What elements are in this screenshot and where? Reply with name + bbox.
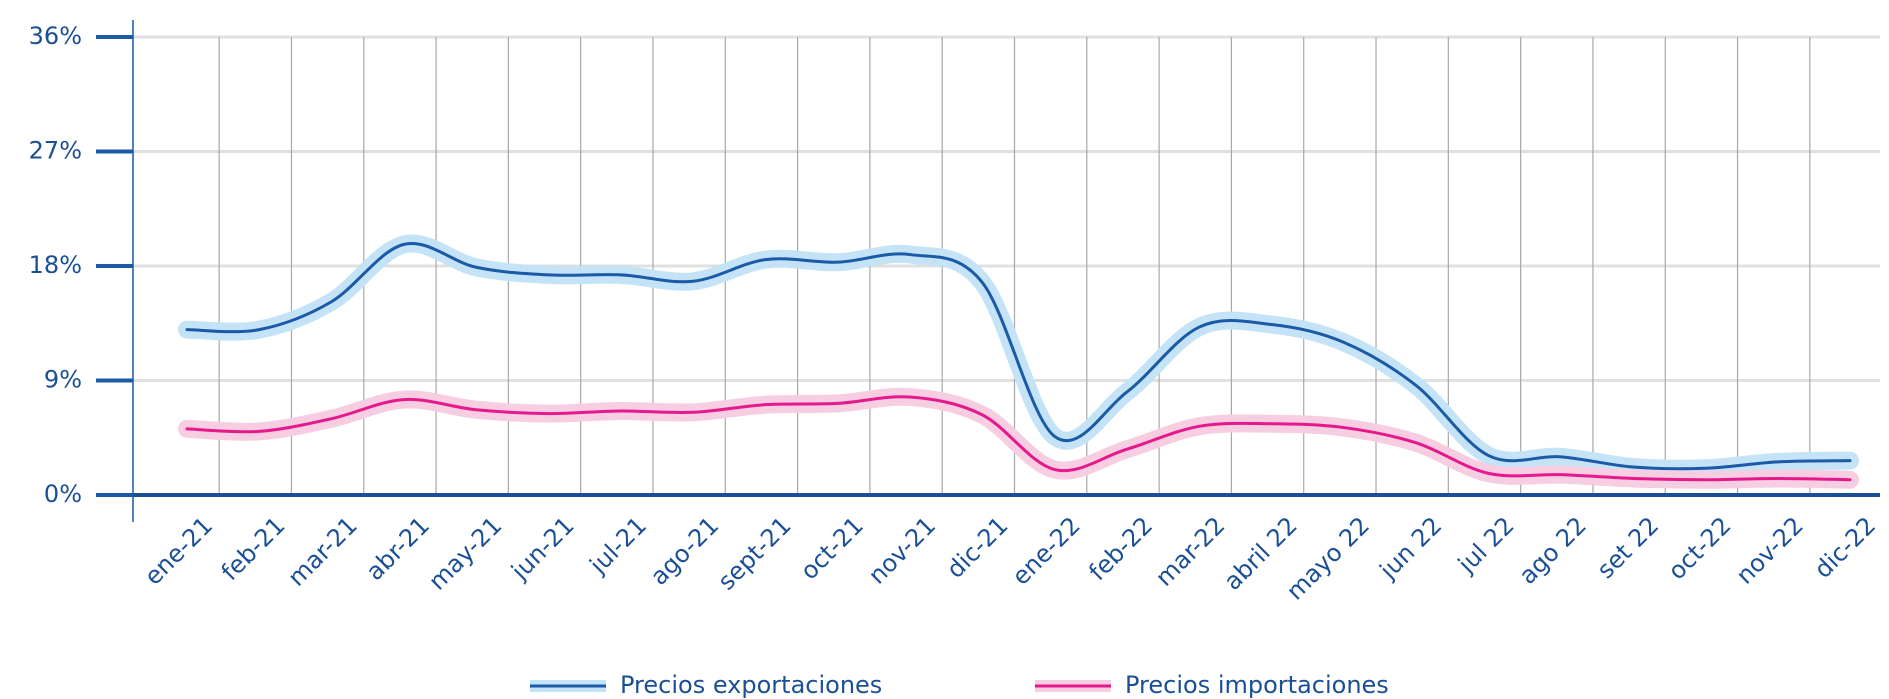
x-tick-label: dic-22 [1809,511,1881,583]
x-tick-label: may-21 [423,511,507,595]
x-tick-label: set 22 [1592,511,1665,584]
x-tick-label: ene-22 [1007,511,1086,590]
legend-label: Precios exportaciones [620,671,882,699]
x-tick-label: jun 22 [1374,511,1448,585]
x-tick-label: sept-21 [712,511,796,595]
line [185,241,1852,471]
legend-label: Precios importaciones [1125,671,1389,699]
line [185,395,1852,482]
x-tick-label: dic-21 [941,511,1013,583]
x-tick-label: jul-21 [584,511,652,579]
x-tick-label: ene-21 [139,511,218,590]
y-tick-label: 36% [29,22,82,50]
x-tick-label: ago-21 [645,511,724,590]
x-tick-label: jul 22 [1452,511,1520,579]
x-tick-label: feb-21 [216,511,291,586]
x-tick-label: nov-22 [1731,511,1809,589]
x-tick-label: nov-21 [863,511,941,589]
x-tick-label: feb-22 [1083,511,1158,586]
x-tick-label: jun-21 [505,511,579,585]
y-tick-label: 9% [44,366,82,394]
y-tick-label: 0% [44,480,82,508]
x-tick-label: oct-22 [1663,511,1737,585]
x-tick-label: mar-21 [282,511,362,591]
x-tick-label: mar-22 [1150,511,1230,591]
x-tick-label: ago 22 [1514,511,1592,589]
y-tick-label: 18% [29,251,82,279]
x-tick-label: oct-21 [795,511,869,585]
y-tick-label: 27% [29,137,82,165]
